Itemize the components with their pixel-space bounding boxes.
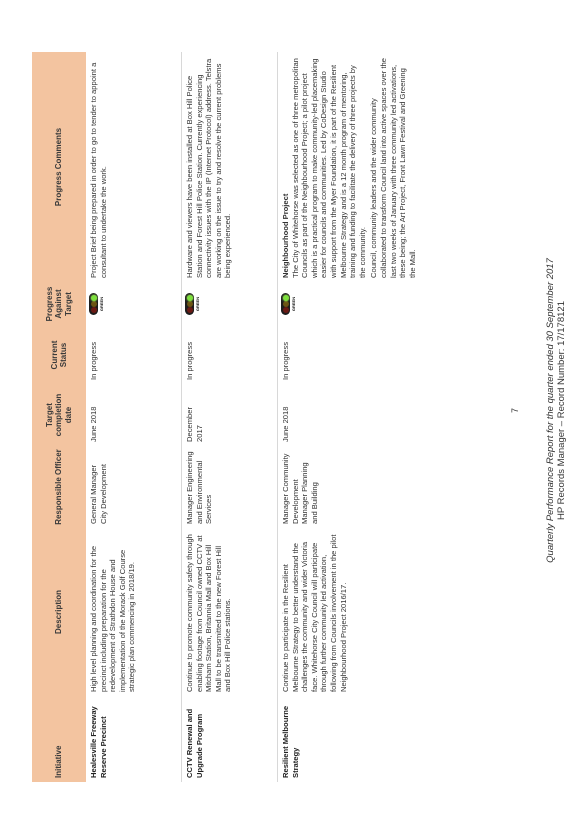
red-lamp-icon xyxy=(282,307,289,313)
record-number: HP Records Manager – Record Number: 17/1… xyxy=(556,301,567,520)
comment-paragraph: Hardware and viewers have been installed… xyxy=(185,58,233,278)
header-progress: Progress Against Target xyxy=(32,282,86,326)
page-number: 7 xyxy=(510,408,520,414)
table-header-row: Initiative Description Responsible Offic… xyxy=(32,52,86,782)
officer-cell: General Manager City Development xyxy=(86,446,182,528)
header-status: Current Status xyxy=(32,326,86,384)
comment-paragraph: The City of Whitehorse was selected as o… xyxy=(290,58,367,278)
description-cell: High level planning and coordination for… xyxy=(86,528,182,696)
progress-cell: GREEN xyxy=(86,282,182,326)
completion-cell: June 2018 xyxy=(281,406,290,442)
header-initiative: Initiative xyxy=(32,696,86,782)
performance-table-wrapper: Initiative Description Responsible Offic… xyxy=(32,52,534,782)
table-row: CCTV Renewal and Upgrade Program Continu… xyxy=(181,52,278,782)
description-cell: Continue to promote community safety thr… xyxy=(181,528,278,696)
description-cell: Continue to participate in the Resilient… xyxy=(281,534,348,692)
completion-cell: December 2017 xyxy=(181,384,278,446)
comments-cell: Neighbourhood Project The City of Whiteh… xyxy=(278,52,538,282)
progress-label: GREEN xyxy=(99,296,104,312)
red-lamp-icon xyxy=(90,307,97,313)
performance-table: Initiative Description Responsible Offic… xyxy=(32,52,537,782)
amber-lamp-icon xyxy=(186,301,193,307)
table-row: Resilient Melbourne Strategy Continue to… xyxy=(278,52,538,782)
status-cell: In progress xyxy=(86,326,182,384)
red-lamp-icon xyxy=(186,307,193,313)
progress-cell: GREEN xyxy=(278,282,538,326)
green-lamp-icon xyxy=(90,295,97,301)
green-lamp-icon xyxy=(282,295,289,301)
status-cell: In progress xyxy=(281,342,290,380)
comments-cell: Project Brief being prepared in order to… xyxy=(86,52,182,282)
progress-cell: GREEN xyxy=(181,282,278,326)
green-lamp-icon xyxy=(186,295,193,301)
comments-cell: Hardware and viewers have been installed… xyxy=(181,52,278,282)
progress-label: GREEN xyxy=(195,296,200,312)
amber-lamp-icon xyxy=(282,301,289,307)
header-comments: Progress Comments xyxy=(32,52,86,282)
officer-cell: Manager Engineering and Environmental Se… xyxy=(181,446,278,528)
initiative-cell: CCTV Renewal and Upgrade Program xyxy=(181,696,278,782)
traffic-light-icon xyxy=(281,293,290,315)
table-row: Healesville Freeway Reserve Precinct Hig… xyxy=(86,52,182,782)
initiative-cell: Healesville Freeway Reserve Precinct xyxy=(86,696,182,782)
traffic-light-icon xyxy=(89,293,98,315)
comment-paragraph: Project Brief being prepared in order to… xyxy=(89,62,108,278)
officer-cell: Manager Community Development Manager Pl… xyxy=(281,453,319,524)
header-officer: Responsible Officer xyxy=(32,446,86,528)
report-title: Quarterly Performance Report for the qua… xyxy=(545,258,556,563)
traffic-light-icon xyxy=(185,293,194,315)
header-completion: Target completion date xyxy=(32,384,86,446)
page-footer: Quarterly Performance Report for the qua… xyxy=(545,0,567,821)
header-description: Description xyxy=(32,528,86,696)
comment-paragraph: Council, community leaders and the wider… xyxy=(369,58,417,278)
status-cell: In progress xyxy=(181,326,278,384)
comment-title: Neighbourhood Project xyxy=(281,193,290,278)
initiative-cell: Resilient Melbourne Strategy xyxy=(281,705,300,778)
amber-lamp-icon xyxy=(90,301,97,307)
progress-label: GREEN xyxy=(291,296,296,312)
completion-cell: June 2018 xyxy=(86,384,182,446)
